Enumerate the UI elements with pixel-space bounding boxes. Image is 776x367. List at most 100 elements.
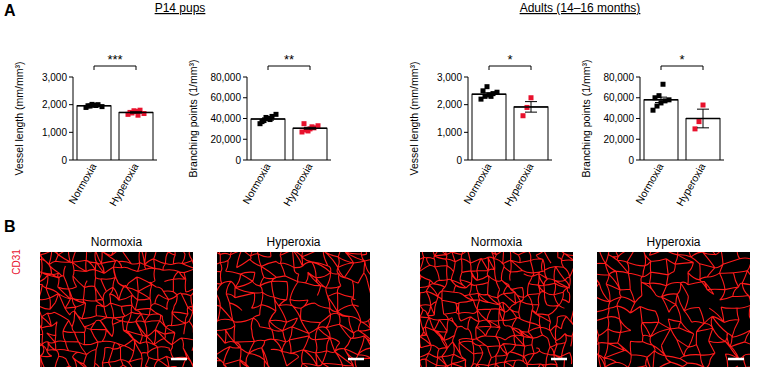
y-tick [69, 160, 73, 161]
mean-line [644, 99, 678, 101]
y-tick [243, 77, 247, 78]
y-tick [69, 132, 73, 133]
point [274, 112, 279, 117]
image-title: Normoxia [91, 235, 143, 249]
y-tick [243, 139, 247, 140]
point [485, 84, 490, 89]
point [701, 103, 706, 108]
x-tick-label: Normoxia [633, 161, 666, 206]
vessels [420, 252, 573, 367]
y-axis [73, 77, 74, 160]
point [521, 113, 526, 118]
data-group [472, 84, 548, 160]
error-bar [644, 97, 678, 102]
x-tick-label: Normoxia [240, 161, 273, 206]
error-cap [483, 95, 495, 96]
error-cap [483, 92, 495, 93]
x-tick-label: Hyperoxia [502, 161, 536, 208]
y-tick-label: 80,000 [603, 72, 634, 83]
y-tick-label: 40,000 [603, 113, 634, 124]
significance: * [507, 52, 512, 67]
micrograph [420, 252, 573, 367]
y-axis [640, 77, 641, 160]
y-label: Vessel length (mm/mm³) [408, 62, 420, 176]
mean-line [514, 106, 548, 108]
y-tick-label: 3,000 [437, 72, 462, 83]
mean-line [472, 93, 506, 95]
scale-bar [728, 358, 744, 361]
y-tick-label: 1,000 [437, 127, 462, 138]
y-tick-label: 80,000 [210, 72, 241, 83]
y-tick [243, 97, 247, 98]
y-axis [468, 77, 469, 160]
error-bar [77, 105, 111, 107]
error-bar [119, 112, 153, 113]
y-tick [636, 160, 640, 161]
y-axis [247, 77, 248, 160]
y-tick-label: 20,000 [210, 134, 241, 145]
y-tick [464, 160, 468, 161]
bar [293, 128, 327, 160]
group-title: P14 pups [155, 1, 206, 15]
x-tick-label: Normoxia [66, 161, 99, 206]
scale-bar [551, 358, 567, 361]
y-tick-label: 1,000 [42, 127, 67, 138]
bar [644, 100, 678, 160]
y-tick [243, 118, 247, 119]
error-cap [525, 101, 537, 102]
error-cap [655, 102, 667, 103]
vessels [217, 252, 370, 367]
vessels [597, 252, 750, 367]
data-group [251, 112, 327, 160]
y-tick [636, 118, 640, 119]
y-tick [636, 77, 640, 78]
error-bar [293, 127, 327, 129]
y-tick-label: 40,000 [210, 113, 241, 124]
error-bar [251, 118, 285, 120]
scale-bar [348, 358, 364, 361]
x-tick-label: Hyperoxia [674, 161, 708, 208]
vessels [40, 252, 193, 367]
chart: 020,00040,00060,00080,000Branching point… [187, 52, 331, 208]
image-title: Hyperoxia [646, 235, 700, 249]
point [693, 126, 698, 131]
point [302, 121, 307, 126]
y-tick-label: 60,000 [210, 92, 241, 103]
error-cap [697, 127, 709, 128]
error-bar [514, 102, 548, 113]
y-tick-label: 0 [628, 155, 634, 166]
y-tick-label: 3,000 [42, 72, 67, 83]
y-tick-label: 0 [456, 155, 462, 166]
group-title: Adults (14–16 months) [520, 1, 641, 15]
point [697, 119, 702, 124]
y-tick [69, 104, 73, 105]
bar [77, 106, 111, 160]
mean-line [293, 128, 327, 130]
y-tick-label: 0 [61, 155, 67, 166]
mean-line [119, 112, 153, 114]
x-tick-label: Normoxia [461, 161, 494, 206]
y-tick-label: 20,000 [603, 134, 634, 145]
y-tick [464, 77, 468, 78]
bar [119, 112, 153, 160]
error-bar [686, 109, 720, 128]
stain-label: CD31 [11, 249, 22, 275]
micrograph [217, 252, 370, 367]
data-group [644, 82, 720, 160]
x-tick-label: Hyperoxia [281, 161, 315, 208]
scale-bar [171, 358, 187, 361]
y-tick [636, 97, 640, 98]
y-tick [243, 160, 247, 161]
y-tick-label: 2,000 [437, 99, 462, 110]
image-background [597, 252, 750, 367]
panel-label: B [4, 218, 16, 235]
y-tick-label: 60,000 [603, 92, 634, 103]
chart: 0 1,000 2,000 3,000 Vessel length (mm/mm³) No… [408, 52, 552, 208]
error-cap [525, 112, 537, 113]
y-tick-label: 2,000 [42, 99, 67, 110]
point [661, 82, 666, 87]
panel-label: A [4, 2, 16, 19]
micrograph [597, 252, 750, 367]
significance: * [679, 52, 684, 67]
mean-line [686, 118, 720, 120]
